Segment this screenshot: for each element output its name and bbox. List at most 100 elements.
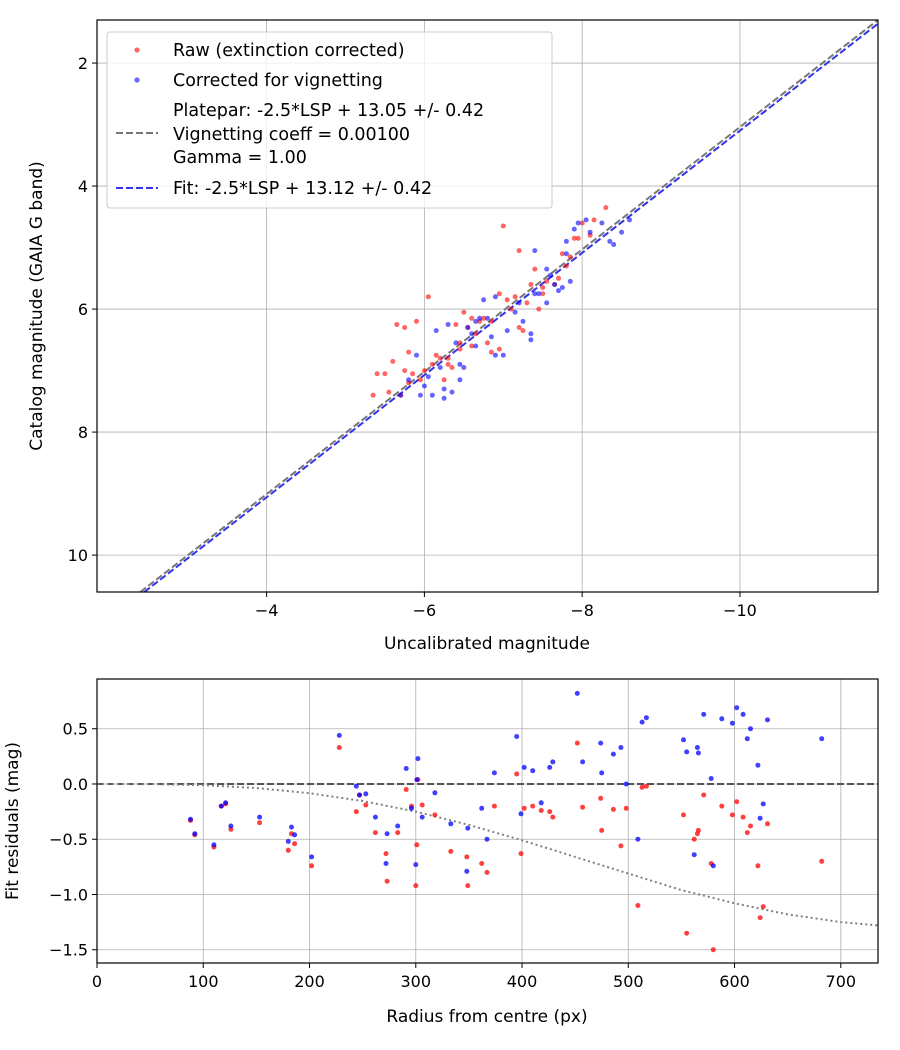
legend-marker-raw xyxy=(134,47,140,53)
bottom-y-tick-label: −1.5 xyxy=(49,941,88,960)
top-y-tick-label: 6 xyxy=(78,300,88,319)
bottom-point-raw xyxy=(257,820,263,826)
bottom-point-raw xyxy=(710,947,716,953)
top-point-corrected xyxy=(516,300,522,306)
calibration-plot: −4 −6 −8 −10 2 4 6 8 10 Uncalibrated magnitude C… xyxy=(27,19,879,654)
top-point-raw xyxy=(524,300,530,306)
top-point-raw xyxy=(473,331,479,337)
bottom-point-corrected xyxy=(530,768,536,774)
legend-label-corrected: Corrected for vignetting xyxy=(173,71,383,91)
top-point-corrected xyxy=(575,220,581,226)
top-point-corrected xyxy=(556,288,561,294)
bottom-point-raw xyxy=(580,804,586,810)
top-point-raw xyxy=(536,306,542,312)
top-point-raw xyxy=(441,377,447,383)
bottom-x-tick-label: 700 xyxy=(826,972,857,991)
top-point-corrected xyxy=(421,383,427,389)
top-point-raw xyxy=(500,223,506,229)
legend-platepar-line-1: Platepar: -2.5*LSP + 13.05 +/- 0.42 xyxy=(173,101,484,121)
bottom-point-raw xyxy=(395,830,401,836)
top-point-raw xyxy=(390,358,396,364)
bottom-point-corrected xyxy=(639,719,645,725)
top-point-raw xyxy=(394,322,400,327)
bottom-point-corrected xyxy=(574,690,580,696)
top-x-tick-label: −4 xyxy=(255,601,279,620)
top-point-raw xyxy=(445,355,451,361)
top-point-raw xyxy=(603,205,609,211)
top-point-corrected xyxy=(548,272,554,278)
bottom-point-raw xyxy=(618,843,624,849)
top-point-corrected xyxy=(528,337,534,343)
bottom-point-corrected xyxy=(413,862,419,868)
top-x-tick-label: −10 xyxy=(723,601,757,620)
bottom-point-corrected xyxy=(432,790,438,796)
top-point-raw xyxy=(520,328,526,334)
bottom-point-corrected xyxy=(415,756,421,762)
bottom-point-corrected xyxy=(419,814,425,820)
bottom-point-corrected xyxy=(448,821,454,827)
bottom-point-raw xyxy=(701,792,707,798)
bottom-point-corrected xyxy=(357,792,362,798)
bottom-point-corrected xyxy=(643,715,649,721)
top-point-raw xyxy=(414,318,419,324)
bottom-point-raw xyxy=(734,799,740,805)
top-point-corrected xyxy=(481,297,487,303)
bottom-y-tick-label: 0.0 xyxy=(63,775,88,794)
bottom-point-raw xyxy=(292,841,298,847)
bottom-point-raw xyxy=(518,851,524,857)
top-point-corrected xyxy=(563,251,569,257)
top-point-corrected xyxy=(607,238,613,244)
top-point-raw xyxy=(469,343,475,349)
bottom-point-raw xyxy=(464,854,470,860)
bottom-x-tick-label: 300 xyxy=(401,972,432,991)
top-point-raw xyxy=(406,349,412,355)
bottom-point-raw xyxy=(729,812,735,818)
top-point-corrected xyxy=(492,294,498,300)
bottom-point-corrected xyxy=(760,801,766,807)
bottom-point-raw xyxy=(610,806,616,812)
top-point-raw xyxy=(591,217,597,223)
bottom-point-corrected xyxy=(372,814,378,820)
bottom-reference-lines xyxy=(97,783,878,927)
bottom-point-raw xyxy=(491,803,497,809)
bottom-point-corrected xyxy=(681,737,686,743)
bottom-point-raw xyxy=(419,802,425,808)
top-point-raw xyxy=(571,235,577,241)
bottom-point-raw xyxy=(479,861,485,866)
bottom-point-corrected xyxy=(403,766,409,771)
top-point-corrected xyxy=(453,340,459,346)
top-point-raw xyxy=(556,275,561,281)
bottom-point-corrected xyxy=(518,811,524,817)
top-point-raw xyxy=(485,340,490,346)
bottom-point-raw xyxy=(550,814,556,820)
bottom-point-raw xyxy=(309,863,315,869)
bottom-point-raw xyxy=(755,863,761,869)
bottom-point-corrected xyxy=(691,852,697,858)
bottom-point-raw xyxy=(372,830,378,836)
bottom-point-corrected xyxy=(719,716,725,722)
bottom-point-raw xyxy=(403,787,409,792)
top-point-raw xyxy=(425,294,431,300)
bottom-point-raw xyxy=(514,771,520,777)
bottom-point-raw xyxy=(336,745,342,750)
bottom-point-corrected xyxy=(309,854,315,860)
top-point-raw xyxy=(540,285,546,290)
bottom-point-raw xyxy=(521,805,527,811)
bottom-x-tick-label: 100 xyxy=(188,972,219,991)
bottom-point-corrected xyxy=(748,726,753,732)
bottom-point-raw xyxy=(691,836,697,842)
legend-label-raw: Raw (extinction corrected) xyxy=(173,41,405,61)
bottom-point-corrected xyxy=(336,732,342,738)
top-x-tick-label: −6 xyxy=(413,601,437,620)
bottom-x-tick-label: 200 xyxy=(294,972,325,991)
top-point-corrected xyxy=(398,392,404,398)
top-point-corrected xyxy=(552,282,558,287)
bottom-point-corrected xyxy=(538,800,544,806)
bottom-x-axis-label: Radius from centre (px) xyxy=(386,1007,587,1027)
bottom-point-corrected xyxy=(192,831,198,837)
top-point-raw xyxy=(508,306,514,312)
top-point-corrected xyxy=(473,318,479,324)
top-point-corrected xyxy=(567,278,573,284)
bottom-point-raw xyxy=(765,821,770,827)
